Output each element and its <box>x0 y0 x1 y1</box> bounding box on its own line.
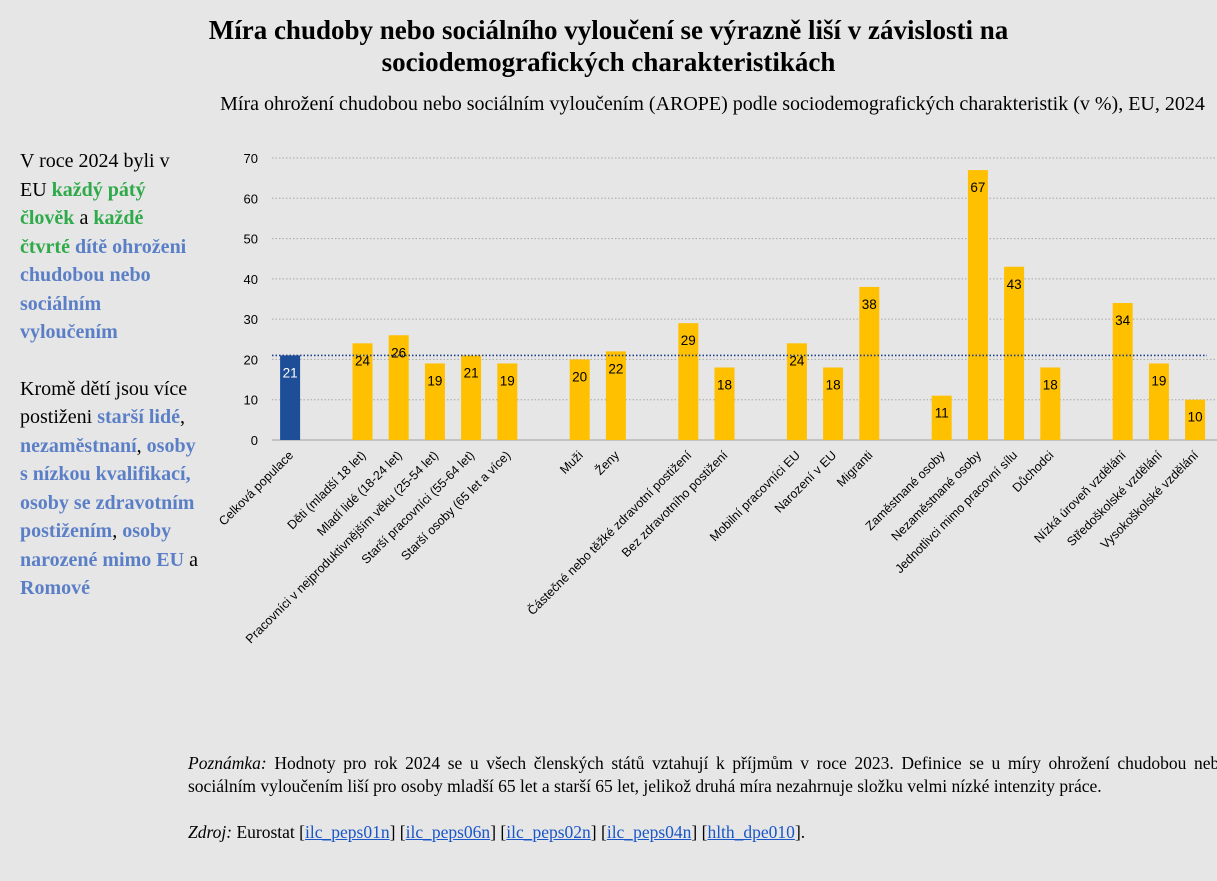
bar <box>678 323 699 440</box>
value-label: 19 <box>427 373 442 388</box>
value-label: 26 <box>391 345 406 360</box>
sidebar-text: , <box>180 406 185 428</box>
value-label: 24 <box>789 353 805 368</box>
chart-title: Míra ohrožení chudobou nebo sociálním vy… <box>220 93 1205 115</box>
source-label: Zdroj: <box>188 822 233 842</box>
sidebar-text: každé čtvrté <box>20 207 144 258</box>
source-text: Eurostat [ <box>232 822 305 842</box>
source-link[interactable]: ilc_peps04n <box>606 822 692 842</box>
bar <box>859 286 880 440</box>
note: Poznámka: Hodnoty pro rok 2024 se u všec… <box>188 752 1217 798</box>
source: Zdroj: Eurostat [ilc_peps01n] [ilc_peps0… <box>188 821 805 844</box>
sidebar-text: nezaměstnaní <box>20 434 137 457</box>
value-label: 67 <box>970 180 985 195</box>
source-text: ] [ <box>590 822 607 842</box>
sidebar-text: a <box>184 548 198 571</box>
y-tick-label: 50 <box>244 232 258 247</box>
value-label: 24 <box>355 353 371 368</box>
source-text: ] [ <box>389 822 406 842</box>
value-label: 38 <box>862 297 877 312</box>
sidebar-text: , <box>112 520 123 542</box>
bar <box>605 351 626 440</box>
bar <box>388 335 409 440</box>
bar <box>1148 363 1169 440</box>
value-label: 21 <box>464 365 479 380</box>
sidebar-text: osoby s nízkou kvalifikací, osoby se zdr… <box>20 434 196 543</box>
y-tick-label: 0 <box>251 433 258 448</box>
sidebar-text: a <box>74 207 94 229</box>
bar <box>497 363 518 440</box>
sidebar-text: osoby narozené mimo EU <box>20 520 185 571</box>
y-tick-label: 10 <box>244 393 258 408</box>
bar <box>714 367 735 440</box>
source-text: ]. <box>794 822 806 842</box>
value-label: 18 <box>826 377 841 392</box>
sidebar-paragraph: Kromě dětí jsou více postiženi starší li… <box>20 375 198 603</box>
sidebar: V roce 2024 byli v EU každý pátý člověk … <box>20 147 198 631</box>
sidebar-text: Romové <box>20 577 90 599</box>
y-tick-label: 40 <box>244 272 258 287</box>
y-tick-label: 70 <box>244 151 258 166</box>
source-link[interactable]: ilc_peps06n <box>405 822 491 842</box>
bar <box>352 343 373 440</box>
sidebar-paragraph: V roce 2024 byli v EU každý pátý člověk … <box>20 147 198 347</box>
value-label: 43 <box>1007 277 1022 292</box>
sidebar-text: Kromě dětí jsou více postiženi <box>20 377 188 429</box>
value-label: 18 <box>1043 377 1058 392</box>
sidebar-text: každý pátý člověk <box>20 178 146 230</box>
bar <box>1004 266 1025 440</box>
value-label: 18 <box>717 377 732 392</box>
value-label: 20 <box>572 369 587 384</box>
bar <box>1185 399 1206 440</box>
note-text: Hodnoty pro rok 2024 se u všech členskýc… <box>188 753 1217 796</box>
source-link[interactable]: ilc_peps01n <box>305 822 390 842</box>
value-label: 22 <box>608 361 623 376</box>
value-label: 19 <box>500 373 515 388</box>
bar <box>1040 367 1061 440</box>
page-title: Míra chudoby nebo sociálního vyloučení s… <box>208 15 1009 77</box>
source-link[interactable]: ilc_peps02n <box>506 822 591 842</box>
bar <box>461 355 482 440</box>
bar <box>280 355 301 440</box>
y-tick-label: 30 <box>244 312 258 327</box>
source-link[interactable]: hlth_dpe010 <box>707 822 795 842</box>
bar <box>424 363 445 440</box>
bar <box>967 170 988 441</box>
value-label: 10 <box>1188 410 1203 425</box>
value-label: 34 <box>1115 313 1131 328</box>
sidebar-text: starší lidé <box>97 406 180 428</box>
bar <box>823 367 844 440</box>
value-label: 29 <box>681 333 696 348</box>
y-tick-label: 60 <box>244 191 258 206</box>
y-tick-label: 20 <box>244 352 258 367</box>
sidebar-text: V roce 2024 byli v EU <box>20 150 170 201</box>
sidebar-text: dítě ohroženi chudobou nebo sociálním vy… <box>20 235 187 344</box>
value-label: 21 <box>283 365 298 380</box>
bar <box>931 395 952 440</box>
note-label: Poznámka: <box>188 753 267 773</box>
value-label: 11 <box>935 406 949 421</box>
bar <box>786 343 807 440</box>
value-label: 19 <box>1151 373 1166 388</box>
source-text: ] [ <box>691 822 708 842</box>
bar <box>1112 303 1133 440</box>
bar <box>569 359 590 440</box>
source-text: ] [ <box>490 822 507 842</box>
sidebar-text: , <box>136 434 147 457</box>
